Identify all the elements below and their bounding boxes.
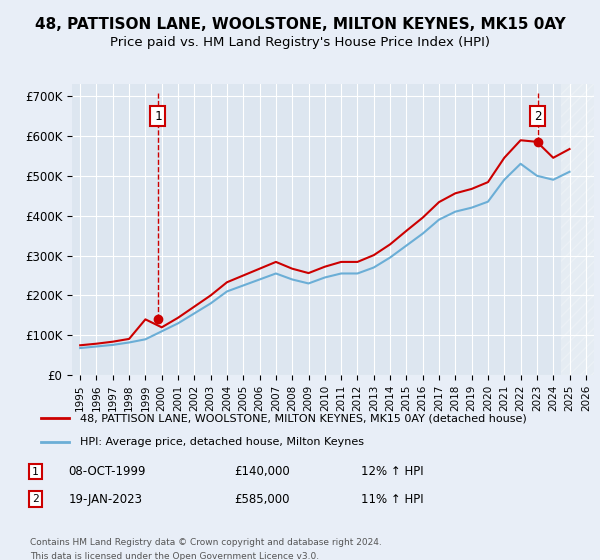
Text: 2: 2 <box>32 494 39 504</box>
Text: 2: 2 <box>534 110 541 123</box>
Text: Contains HM Land Registry data © Crown copyright and database right 2024.: Contains HM Land Registry data © Crown c… <box>30 538 382 547</box>
Text: 1: 1 <box>32 466 39 477</box>
Text: 19-JAN-2023: 19-JAN-2023 <box>68 493 143 506</box>
Text: £585,000: £585,000 <box>234 493 290 506</box>
Text: £140,000: £140,000 <box>234 465 290 478</box>
Text: 48, PATTISON LANE, WOOLSTONE, MILTON KEYNES, MK15 0AY (detached house): 48, PATTISON LANE, WOOLSTONE, MILTON KEY… <box>80 413 526 423</box>
Text: 08-OCT-1999: 08-OCT-1999 <box>68 465 146 478</box>
Text: 48, PATTISON LANE, WOOLSTONE, MILTON KEYNES, MK15 0AY: 48, PATTISON LANE, WOOLSTONE, MILTON KEY… <box>35 17 565 32</box>
Text: 11% ↑ HPI: 11% ↑ HPI <box>361 493 424 506</box>
Text: 12% ↑ HPI: 12% ↑ HPI <box>361 465 424 478</box>
Text: This data is licensed under the Open Government Licence v3.0.: This data is licensed under the Open Gov… <box>30 552 319 560</box>
Text: 1: 1 <box>154 110 162 123</box>
Text: HPI: Average price, detached house, Milton Keynes: HPI: Average price, detached house, Milt… <box>80 436 364 446</box>
Bar <box>562 84 594 375</box>
Text: Price paid vs. HM Land Registry's House Price Index (HPI): Price paid vs. HM Land Registry's House … <box>110 36 490 49</box>
